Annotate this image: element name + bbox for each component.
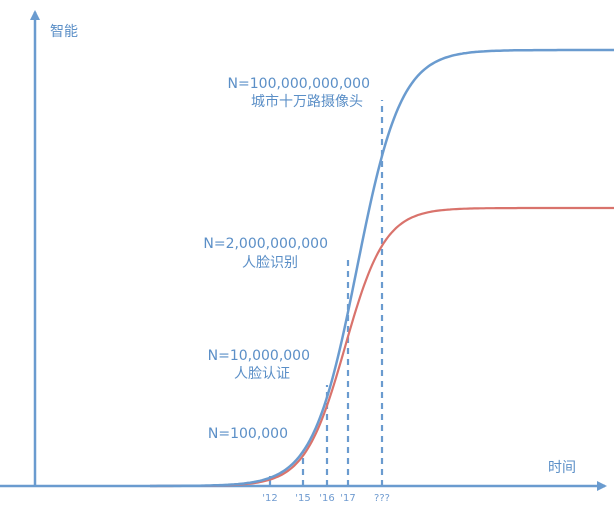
annotation-desc-3: 人脸识别 [242,255,298,271]
annotation-desc-4: 城市十万路摄像头 [251,93,363,110]
x-tick-label: '17 [340,493,355,504]
blue-curve [150,48,614,488]
y-axis-label: 智能 [50,24,78,40]
annotation-n-1: N=100,000 [208,426,288,442]
x-tick-label: '15 [295,493,310,504]
annotation-desc-2: 人脸认证 [234,366,290,382]
x-axis-label: 时间 [548,460,576,476]
annotation-n-3: N=2,000,000,000 [203,236,328,252]
x-tick-label: '12 [262,493,277,504]
annotation-n-4: N=100,000,000,000 [228,76,370,92]
annotation-n-2: N=10,000,000 [208,348,310,364]
x-tick-label: '16 [319,493,334,504]
x-tick-label: ??? [374,493,390,504]
